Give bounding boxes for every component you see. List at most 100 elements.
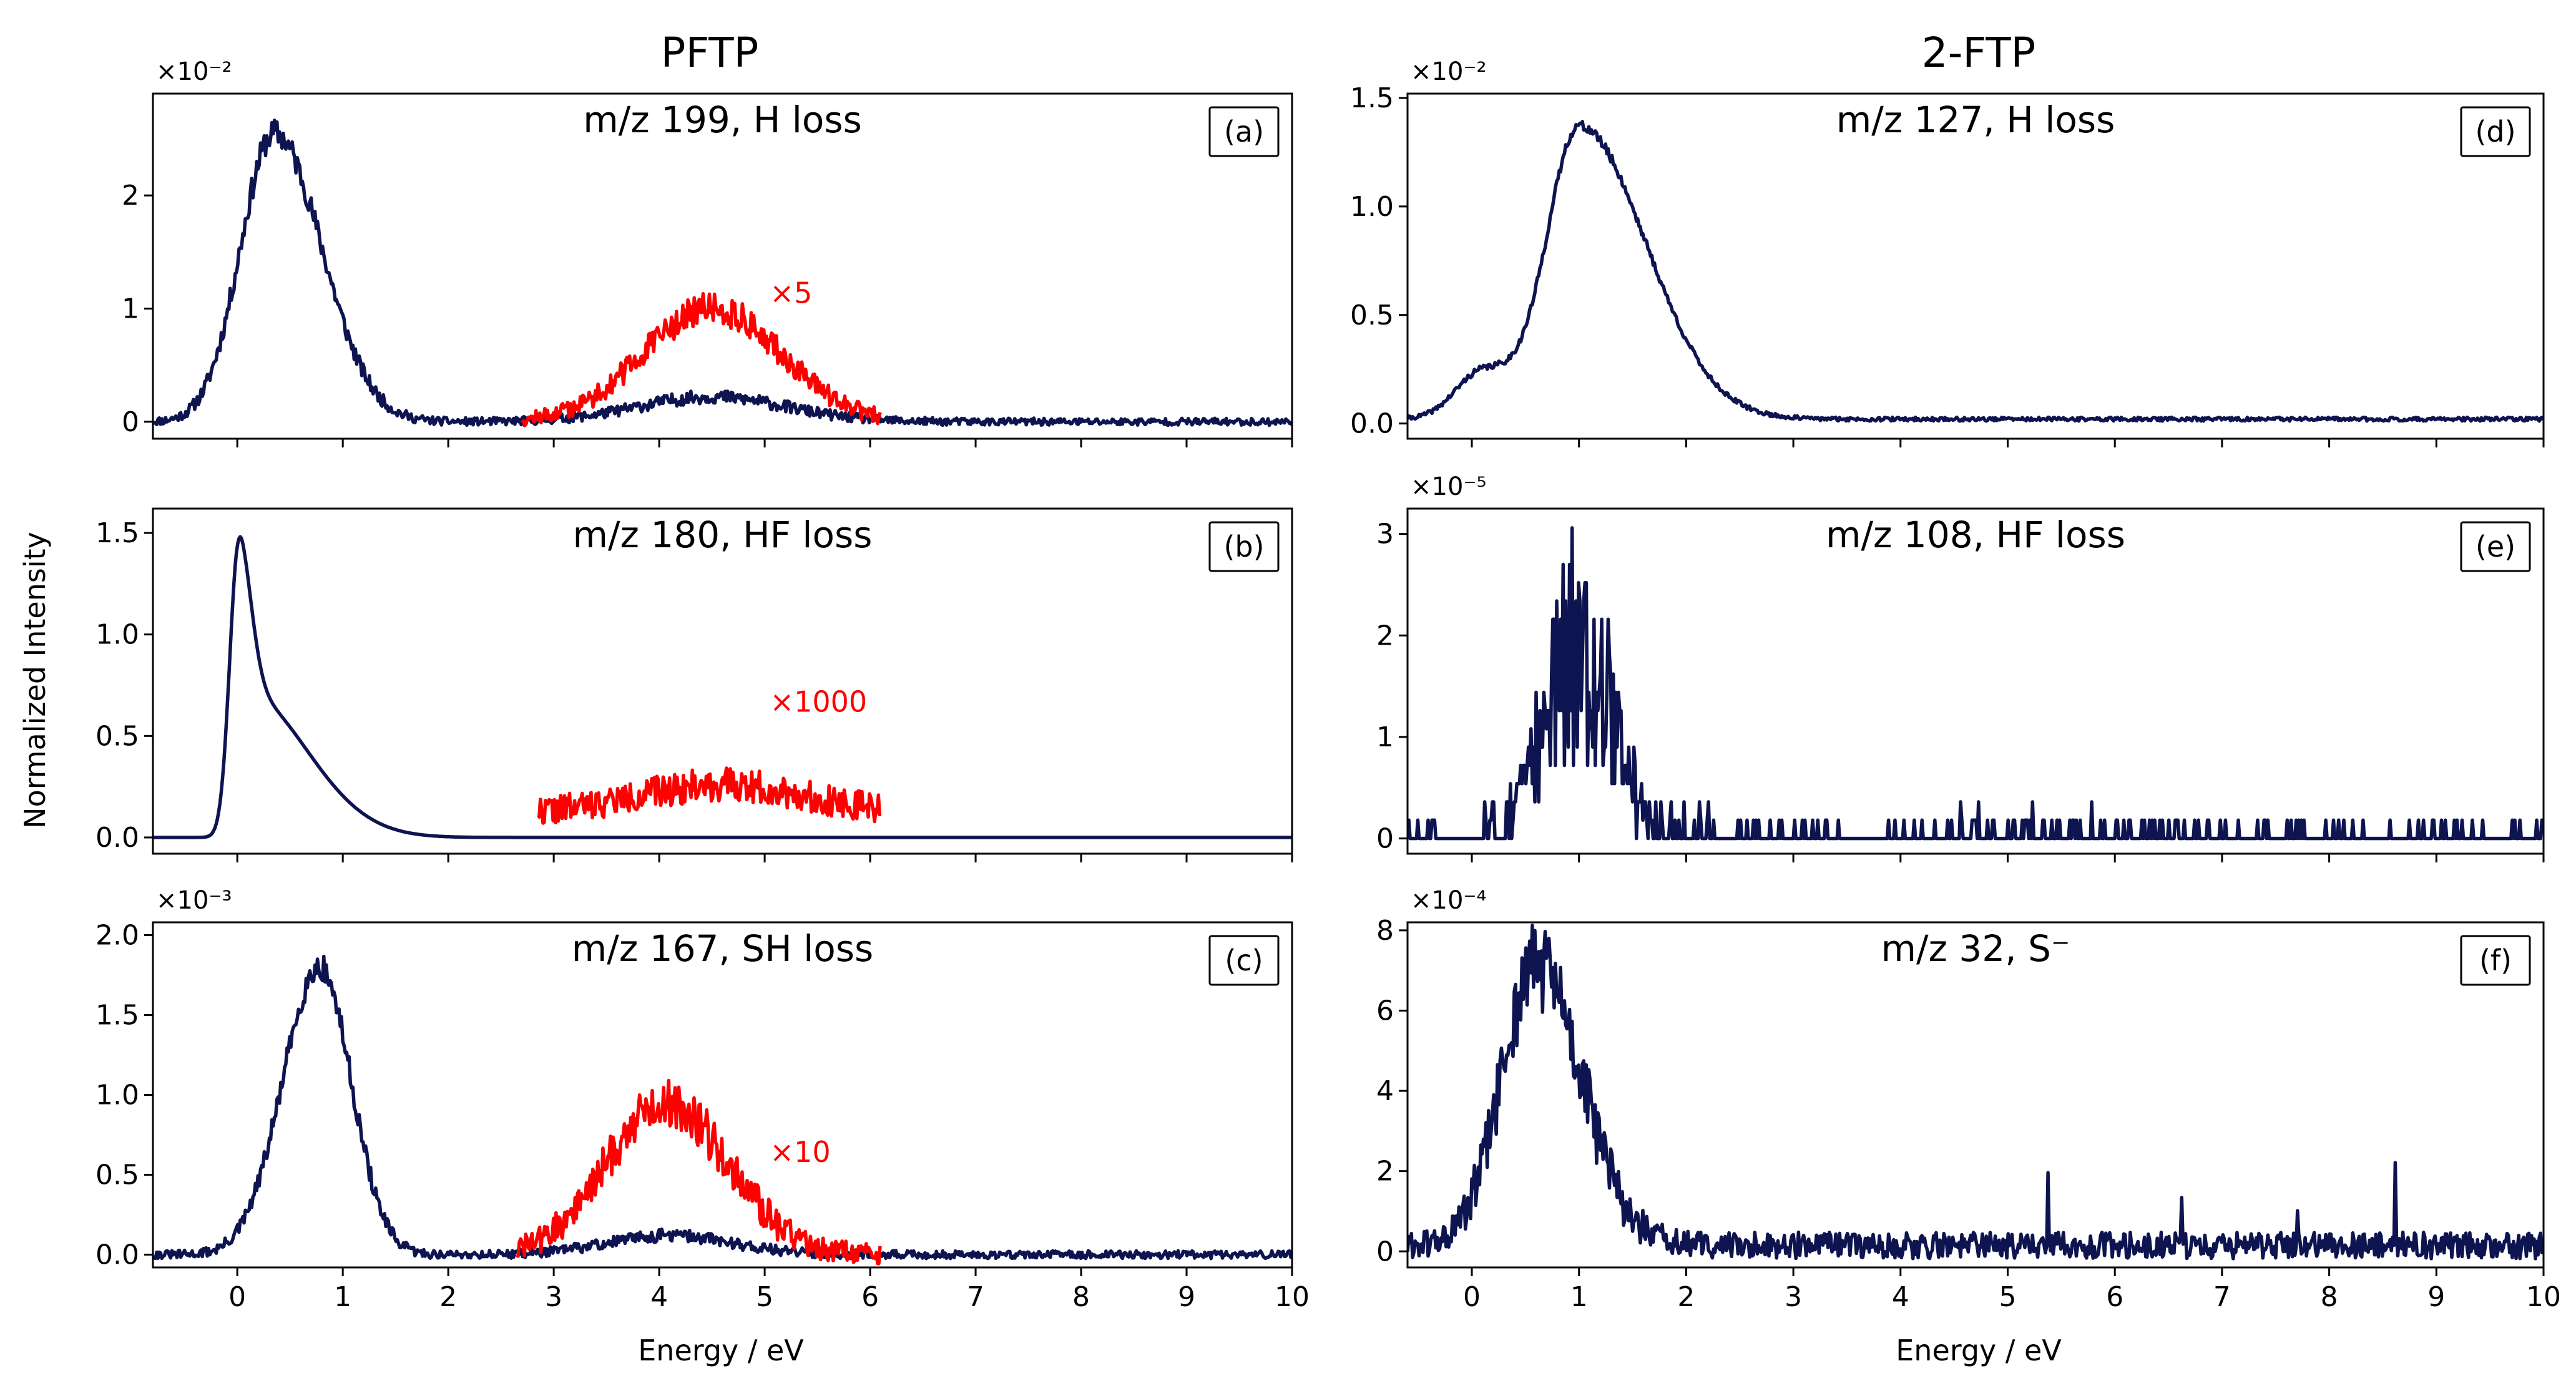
panel-title: m/z 180, HF loss [573,514,873,556]
scale-offset-label: ×10⁻⁵ [1411,472,1487,501]
x-axis-label-right: Energy / eV [1896,1334,2062,1367]
series-group-e [1408,526,2544,841]
panel-tag-label: (d) [2475,115,2515,149]
axes-frame-f [1406,921,2545,1269]
x-tick-label: 10 [2526,1281,2561,1313]
y-tick-label: 2 [1376,620,1394,651]
scale-offset-label: ×10⁻² [156,57,232,86]
series-line-a-main [153,118,1292,427]
x-tick-label: 8 [2321,1281,2338,1313]
panels-group: 0 1 2 ×10⁻² m/z 199, H loss (a) ×5 0.0 0.5 1.0 1.5… [95,57,2561,1313]
y-tick-label: 0.0 [95,822,139,854]
y-tick-label: 8 [1376,915,1394,947]
x-tick-label: 2 [439,1281,457,1313]
y-tick-label: 1.0 [1350,191,1394,223]
scale-offset-label: ×10⁻⁴ [1411,886,1487,915]
series-line-b-scaled [537,766,882,825]
y-tick-label: 0 [122,406,139,438]
x-tick-label: 1 [334,1281,351,1313]
scale-offset-label: ×10⁻³ [156,886,232,915]
x-tick-label: 6 [861,1281,879,1313]
panel-tag-label: (f) [2479,944,2512,977]
y-tick-label: 3 [1376,519,1394,550]
y-tick-label: 2 [1376,1156,1394,1188]
axes-frame-b [152,507,1293,855]
multiplier-label: ×10 [770,1135,831,1169]
panel-title: m/z 108, HF loss [1826,514,2125,556]
y-tick-label: 1 [1376,721,1394,753]
panel-title: m/z 167, SH loss [572,927,873,970]
column-title-2ftp: 2-FTP [1922,29,2036,77]
y-tick-label: 6 [1376,995,1394,1027]
panel-tag-label: (c) [1225,944,1263,977]
x-tick-label: 0 [1463,1281,1481,1313]
series-group-d [1408,120,2544,423]
panel-f: 0 2 4 6 8 0 1 2 3 4 5 6 7 8 9 10 ×10⁻⁴ m/z 32, S⁻ (f) [1376,886,2561,1313]
x-tick-label: 4 [650,1281,668,1313]
y-tick-label: 1.5 [95,999,139,1031]
axes-frame-d [1406,92,2545,440]
y-tick-label: 2 [122,180,139,212]
series-group-c [153,954,1292,1266]
x-tick-label: 9 [1178,1281,1195,1313]
multiplier-label: ×5 [770,276,813,310]
scale-offset-label: ×10⁻² [1411,57,1487,86]
series-line-c-scaled [515,1078,882,1266]
x-tick-label: 9 [2427,1281,2445,1313]
y-tick-label: 0.0 [95,1239,139,1271]
x-tick-label: 7 [967,1281,984,1313]
series-group-b [153,535,1292,839]
multiplier-label: ×1000 [770,685,868,718]
panel-title: m/z 127, H loss [1836,99,2115,141]
y-tick-label: 0.0 [1350,408,1394,440]
column-title-pftp: PFTP [661,29,759,77]
panel-tag-box [2460,521,2531,572]
panel-tag-label: (a) [1224,115,1264,149]
panel-b: 0.0 0.5 1.0 1.5 m/z 180, HF loss (b) ×1000 [95,507,1293,862]
x-tick-label: 4 [1892,1281,1909,1313]
x-tick-label: 1 [1570,1281,1588,1313]
panel-tag-box [2460,106,2531,157]
series-line-c-main [153,954,1292,1261]
panel-a: 0 1 2 ×10⁻² m/z 199, H loss (a) ×5 [122,57,1293,447]
panel-tag-box [1208,106,1280,157]
y-axis-label: Normalized Intensity [18,532,52,829]
y-tick-label: 1.5 [95,517,139,549]
axes-frame-e [1406,507,2545,855]
series-line-a-scaled [521,291,882,427]
y-tick-label: 0.5 [1350,300,1394,331]
y-tick-label: 0.5 [95,720,139,752]
x-tick-label: 7 [2213,1281,2231,1313]
panel-c: 0.0 0.5 1.0 1.5 2.0 0 1 2 3 4 5 6 7 8 9 10 ×10⁻³ m/z 167,… [95,886,1310,1313]
x-tick-label: 3 [1785,1281,1802,1313]
panel-d: 0.0 0.5 1.0 1.5 ×10⁻² m/z 127, H loss (d) [1350,57,2545,447]
y-tick-label: 4 [1376,1075,1394,1107]
y-tick-label: 1.0 [95,619,139,651]
y-tick-label: 2.0 [95,919,139,951]
x-tick-label: 6 [2106,1281,2123,1313]
x-tick-label: 3 [545,1281,562,1313]
panel-e: 0 1 2 3 ×10⁻⁵ m/z 108, HF loss (e) [1376,472,2545,862]
y-tick-label: 1 [122,293,139,325]
y-tick-label: 1.5 [1350,82,1394,114]
x-tick-label: 5 [756,1281,773,1313]
y-tick-label: 0 [1376,823,1394,855]
series-line-f-main [1408,924,2544,1261]
x-tick-label: 10 [1275,1281,1310,1313]
panel-tag-box [2460,935,2531,986]
x-tick-label: 5 [1999,1281,2017,1313]
series-line-e-main [1408,526,2544,841]
x-tick-label: 8 [1072,1281,1090,1313]
panel-tag-box [1208,935,1280,986]
y-tick-label: 0 [1376,1236,1394,1267]
panel-title: m/z 199, H loss [583,99,862,141]
panel-title: m/z 32, S⁻ [1881,927,2070,970]
y-tick-label: 1.0 [95,1080,139,1111]
axes-frame-a [152,92,1293,440]
y-tick-label: 0.5 [95,1159,139,1191]
series-group-f [1408,924,2544,1261]
panel-tag-label: (b) [1223,530,1264,564]
x-axis-label-left: Energy / eV [638,1334,804,1367]
series-line-b-main [153,535,1292,839]
